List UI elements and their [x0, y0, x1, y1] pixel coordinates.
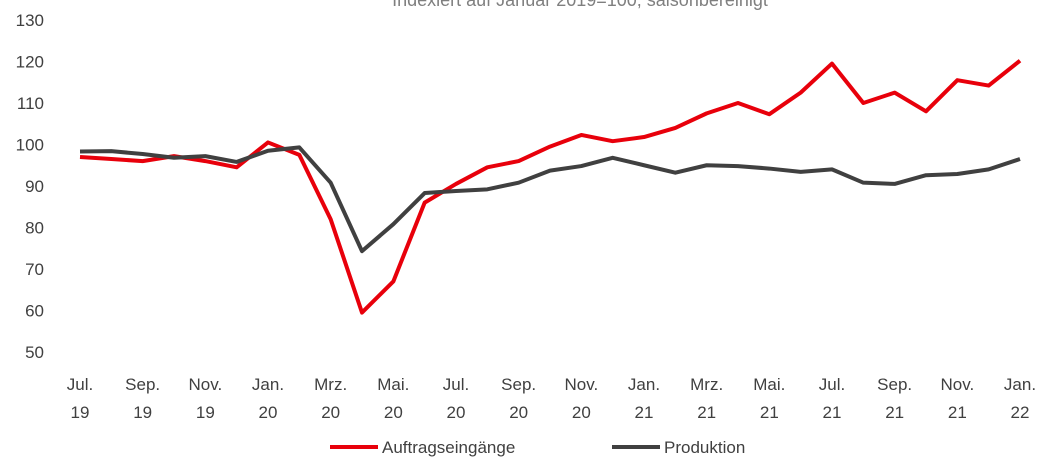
x-tick-label: Jul. 19 [67, 375, 93, 422]
legend-label: Auftragseingänge [382, 438, 515, 457]
x-tick-label: Jan. 20 [252, 375, 284, 422]
series-line [79, 59, 1022, 315]
y-tick-label: 120 [16, 53, 44, 72]
x-tick-label: Jul. 20 [443, 375, 469, 422]
x-tick-label: Mai. 21 [753, 375, 785, 422]
x-tick-label: Mai. 20 [377, 375, 409, 422]
legend-label: Produktion [664, 438, 745, 457]
x-tick-label: Nov. 19 [188, 375, 222, 422]
series-line [79, 145, 1021, 254]
x-tick-label: Nov. 20 [564, 375, 598, 422]
x-tick-label: Mrz. 20 [314, 375, 347, 422]
y-tick-label: 100 [16, 136, 44, 155]
x-tick-label: Jan. 21 [628, 375, 660, 422]
y-tick-label: 90 [25, 177, 44, 196]
x-tick-label: Jan. 22 [1004, 375, 1036, 422]
x-tick-label: Mrz. 21 [690, 375, 723, 422]
y-tick-label: 70 [25, 260, 44, 279]
x-tick-label: Jul. 21 [819, 375, 845, 422]
y-tick-label: 110 [17, 94, 44, 113]
x-tick-label: Sep. 19 [125, 375, 160, 422]
y-tick-label: 130 [16, 11, 44, 30]
y-tick-label: 50 [25, 343, 44, 362]
chart-subtitle: Indexiert auf Januar 2019=100, saisonber… [392, 0, 768, 10]
y-tick-label: 60 [25, 302, 44, 321]
x-tick-label: Sep. 20 [501, 375, 536, 422]
x-tick-label: Sep. 21 [877, 375, 912, 422]
x-tick-label: Nov. 21 [940, 375, 974, 422]
y-tick-label: 80 [25, 219, 44, 238]
